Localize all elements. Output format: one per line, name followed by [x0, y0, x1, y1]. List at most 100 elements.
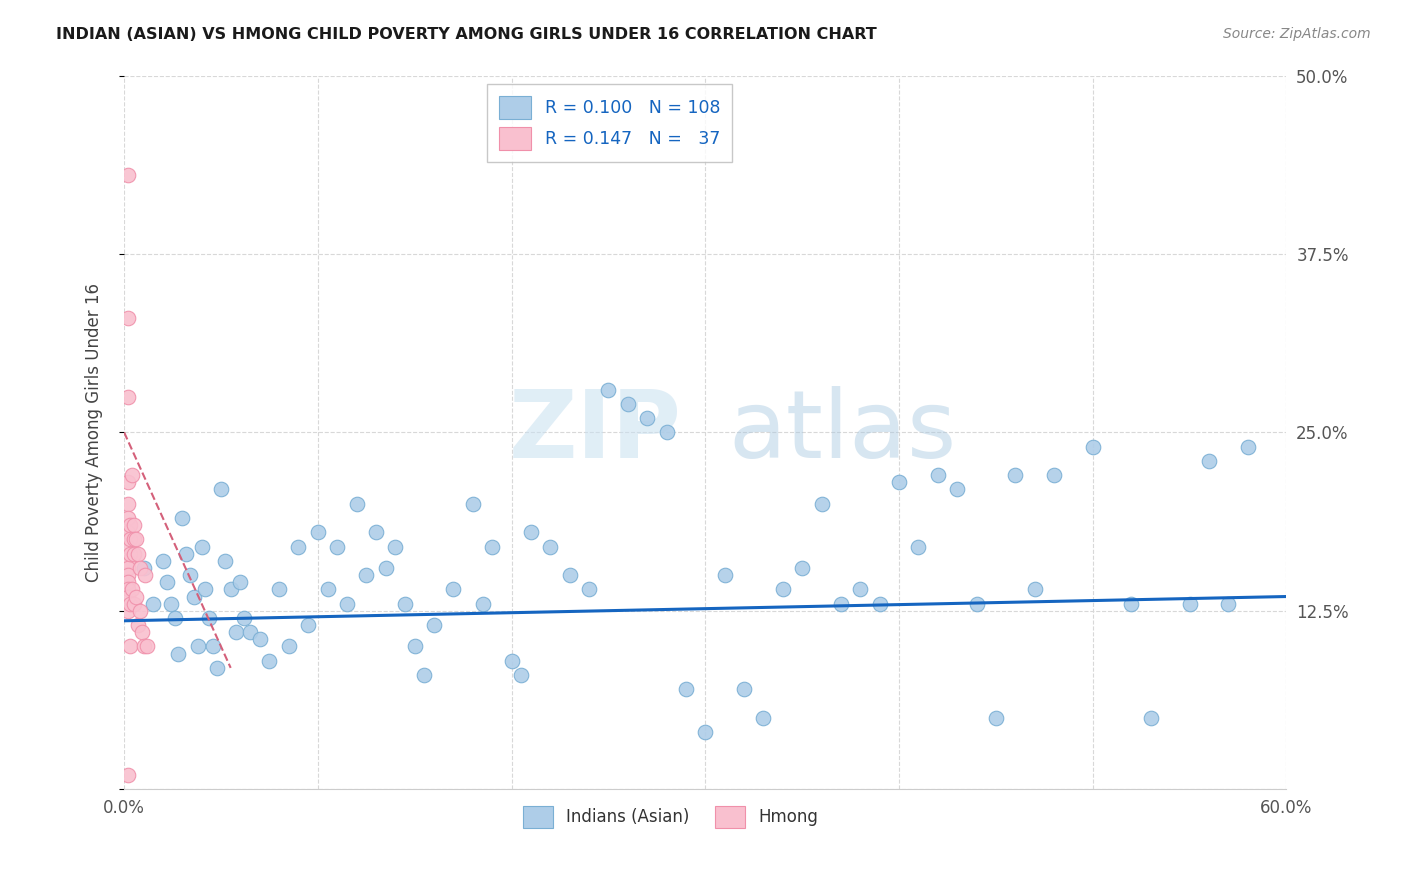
Point	[117, 604, 139, 618]
Point	[122, 533, 145, 547]
Point	[194, 582, 217, 597]
Point	[132, 640, 155, 654]
Point	[356, 568, 378, 582]
Point	[792, 561, 814, 575]
Point	[423, 618, 446, 632]
Point	[364, 525, 387, 540]
Y-axis label: Child Poverty Among Girls Under 16: Child Poverty Among Girls Under 16	[86, 283, 103, 582]
Point	[1043, 468, 1066, 483]
Point	[131, 625, 153, 640]
Point	[1121, 597, 1143, 611]
Point	[287, 540, 309, 554]
Point	[172, 511, 194, 525]
Text: INDIAN (ASIAN) VS HMONG CHILD POVERTY AMONG GIRLS UNDER 16 CORRELATION CHART: INDIAN (ASIAN) VS HMONG CHILD POVERTY AM…	[56, 27, 877, 42]
Point	[209, 483, 232, 497]
Point	[132, 561, 155, 575]
Point	[142, 597, 165, 611]
Point	[202, 640, 225, 654]
Point	[117, 568, 139, 582]
Point	[558, 568, 581, 582]
Point	[233, 611, 256, 625]
Point	[907, 540, 929, 554]
Point	[183, 590, 205, 604]
Point	[413, 668, 436, 682]
Point	[471, 597, 494, 611]
Point	[501, 654, 523, 668]
Point	[127, 618, 149, 632]
Point	[127, 547, 149, 561]
Point	[404, 640, 426, 654]
Point	[117, 390, 139, 404]
Point	[214, 554, 236, 568]
Point	[1198, 454, 1220, 468]
Point	[927, 468, 949, 483]
Point	[117, 311, 139, 326]
Point	[128, 604, 150, 618]
Point	[636, 411, 658, 425]
Point	[128, 561, 150, 575]
Text: Source: ZipAtlas.com: Source: ZipAtlas.com	[1223, 27, 1371, 41]
Point	[159, 597, 181, 611]
Point	[869, 597, 891, 611]
Point	[336, 597, 359, 611]
Point	[510, 668, 533, 682]
Point	[118, 640, 141, 654]
Point	[117, 540, 139, 554]
Point	[733, 682, 755, 697]
Point	[269, 582, 291, 597]
Point	[259, 654, 281, 668]
Point	[198, 611, 221, 625]
Point	[617, 397, 640, 411]
Point	[655, 425, 678, 440]
Point	[752, 711, 775, 725]
Text: ZIP: ZIP	[509, 386, 682, 478]
Point	[849, 582, 872, 597]
Point	[598, 383, 620, 397]
Point	[163, 611, 186, 625]
Point	[117, 475, 139, 490]
Point	[121, 468, 143, 483]
Point	[1004, 468, 1026, 483]
Point	[887, 475, 910, 490]
Point	[225, 625, 247, 640]
Point	[326, 540, 349, 554]
Point	[1140, 711, 1163, 725]
Point	[117, 169, 139, 183]
Point	[121, 582, 143, 597]
Legend: Indians (Asian), Hmong: Indians (Asian), Hmong	[516, 799, 824, 834]
Point	[946, 483, 969, 497]
Point	[520, 525, 543, 540]
Point	[117, 575, 139, 590]
Point	[122, 518, 145, 533]
Point	[134, 568, 156, 582]
Point	[187, 640, 209, 654]
Point	[695, 725, 717, 739]
Point	[249, 632, 271, 647]
Point	[578, 582, 600, 597]
Point	[118, 533, 141, 547]
Point	[117, 590, 139, 604]
Point	[167, 647, 190, 661]
Point	[1236, 440, 1258, 454]
Point	[675, 682, 697, 697]
Point	[219, 582, 242, 597]
Point	[538, 540, 561, 554]
Point	[190, 540, 212, 554]
Point	[394, 597, 416, 611]
Point	[1024, 582, 1046, 597]
Point	[117, 768, 139, 782]
Point	[481, 540, 503, 554]
Point	[984, 711, 1007, 725]
Point	[830, 597, 852, 611]
Point	[713, 568, 735, 582]
Point	[156, 575, 179, 590]
Point	[179, 568, 201, 582]
Point	[461, 497, 484, 511]
Point	[1218, 597, 1240, 611]
Point	[117, 497, 139, 511]
Point	[118, 597, 141, 611]
Point	[374, 561, 396, 575]
Point	[122, 547, 145, 561]
Point	[117, 582, 139, 597]
Point	[229, 575, 252, 590]
